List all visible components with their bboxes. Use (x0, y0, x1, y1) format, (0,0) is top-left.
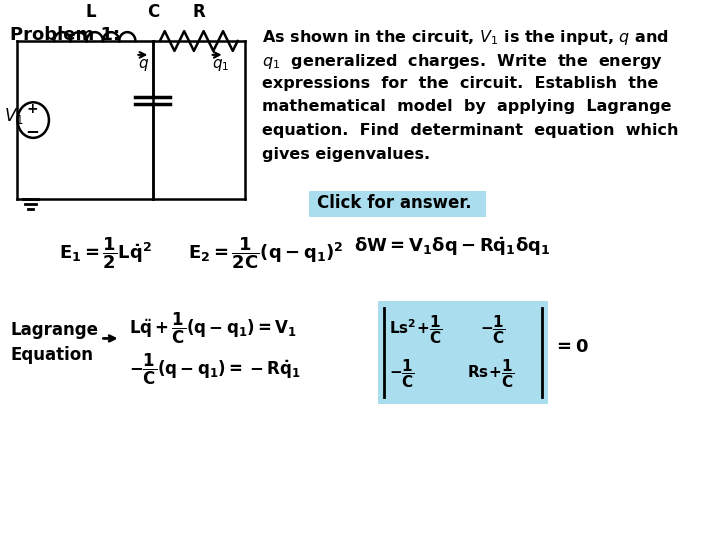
Text: Lagrange
Equation: Lagrange Equation (11, 321, 99, 363)
Text: $V_1$: $V_1$ (4, 106, 24, 126)
Text: $q_1$  generalized  charges.  Write  the  energy: $q_1$ generalized charges. Write the ene… (262, 52, 663, 71)
Text: R: R (192, 3, 205, 21)
Text: $q_1$: $q_1$ (212, 57, 230, 73)
Text: $\mathbf{L\ddot{q} + \dfrac{1}{C}(q - q_1) = V_1}$: $\mathbf{L\ddot{q} + \dfrac{1}{C}(q - q_… (130, 311, 297, 346)
Text: mathematical  model  by  applying  Lagrange: mathematical model by applying Lagrange (262, 99, 672, 114)
Text: $\mathbf{\delta W = V_1 \delta q - R\dot{q}_1 \delta q_1}$: $\mathbf{\delta W = V_1 \delta q - R\dot… (354, 235, 550, 258)
Text: Problem 1:: Problem 1: (11, 26, 121, 44)
Text: $\mathbf{E_2 = \dfrac{1}{2C}(q - q_1)^2}$: $\mathbf{E_2 = \dfrac{1}{2C}(q - q_1)^2}… (188, 235, 343, 271)
Text: L: L (85, 3, 96, 21)
Text: gives eigenvalues.: gives eigenvalues. (262, 147, 431, 162)
Text: $\mathbf{-\dfrac{1}{C}(q - q_1) = -R\dot{q}_1}$: $\mathbf{-\dfrac{1}{C}(q - q_1) = -R\dot… (130, 352, 301, 388)
Text: equation.  Find  determinant  equation  which: equation. Find determinant equation whic… (262, 123, 678, 138)
Text: As shown in the circuit, $V_1$ is the input, $q$ and: As shown in the circuit, $V_1$ is the in… (262, 28, 669, 47)
Text: $\mathbf{Ls^2\!+\!\dfrac{1}{C}}$: $\mathbf{Ls^2\!+\!\dfrac{1}{C}}$ (389, 313, 443, 346)
FancyBboxPatch shape (310, 191, 486, 217)
Text: expressions  for  the  circuit.  Establish  the: expressions for the circuit. Establish t… (262, 76, 659, 91)
Text: Click for answer.: Click for answer. (317, 194, 472, 212)
Text: +: + (27, 102, 38, 116)
Text: −: − (25, 122, 40, 140)
Text: $q$: $q$ (138, 57, 149, 73)
FancyBboxPatch shape (378, 301, 548, 403)
Text: $\mathbf{-\dfrac{1}{C}}$: $\mathbf{-\dfrac{1}{C}}$ (389, 357, 415, 390)
Text: $\mathbf{= 0}$: $\mathbf{= 0}$ (553, 339, 589, 356)
Text: $\mathbf{Rs\!+\!\dfrac{1}{C}}$: $\mathbf{Rs\!+\!\dfrac{1}{C}}$ (467, 357, 516, 390)
Text: C: C (147, 3, 159, 21)
Text: $\mathbf{E_1 = \dfrac{1}{2}L\dot{q}^2}$: $\mathbf{E_1 = \dfrac{1}{2}L\dot{q}^2}$ (60, 235, 153, 271)
Text: $\mathbf{-\dfrac{1}{C}}$: $\mathbf{-\dfrac{1}{C}}$ (480, 313, 506, 346)
